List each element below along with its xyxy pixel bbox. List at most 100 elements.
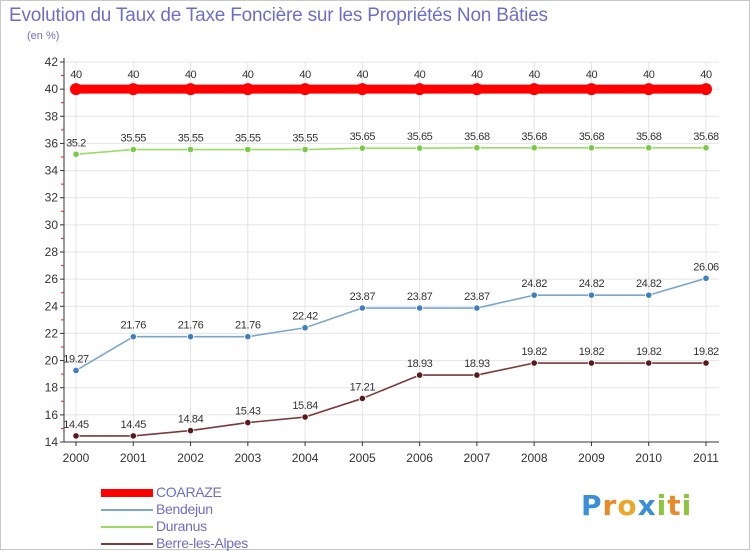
data-point bbox=[585, 83, 598, 96]
data-point bbox=[186, 333, 195, 341]
y-tick-label: 42 bbox=[45, 55, 59, 69]
chart-title: Evolution du Taux de Taxe Foncière sur l… bbox=[9, 5, 548, 26]
legend-label: Berre-les-Alpes bbox=[156, 535, 248, 551]
data-label: 40 bbox=[643, 69, 655, 81]
data-label: 14.84 bbox=[178, 414, 204, 426]
y-tick-label: 30 bbox=[45, 218, 59, 232]
data-point bbox=[416, 304, 424, 312]
data-label: 40 bbox=[471, 69, 483, 81]
data-point bbox=[587, 144, 596, 152]
x-tick-label: 2003 bbox=[234, 451, 261, 465]
data-point bbox=[528, 83, 541, 96]
data-label: 35.68 bbox=[636, 131, 662, 143]
data-point bbox=[184, 83, 197, 96]
data-label: 35.68 bbox=[521, 131, 547, 143]
x-tick-label: 2009 bbox=[578, 451, 605, 465]
data-label: 14.45 bbox=[63, 419, 89, 431]
y-tick-label: 28 bbox=[45, 245, 59, 259]
data-point bbox=[530, 291, 538, 299]
x-tick-label: 2005 bbox=[349, 451, 376, 465]
x-tick-label: 2008 bbox=[521, 451, 548, 465]
data-point bbox=[413, 83, 426, 96]
data-label: 24.82 bbox=[521, 278, 547, 290]
data-point bbox=[702, 274, 710, 282]
data-label: 19.82 bbox=[521, 346, 547, 358]
logo-letter: t bbox=[667, 489, 682, 522]
data-label: 22.42 bbox=[292, 311, 318, 323]
data-label: 40 bbox=[70, 69, 82, 81]
data-point bbox=[530, 359, 538, 367]
data-label: 21.76 bbox=[235, 320, 261, 332]
data-label: 19.82 bbox=[693, 346, 719, 358]
data-point bbox=[473, 304, 481, 312]
data-label: 35.55 bbox=[121, 133, 147, 145]
y-tick-label: 22 bbox=[45, 326, 59, 340]
legend-label: Duranus bbox=[156, 518, 207, 534]
data-point bbox=[186, 145, 195, 154]
y-tick-label: 32 bbox=[45, 191, 59, 205]
data-point bbox=[470, 83, 483, 96]
line-chart: 14 16 18 20 22 24 26 28 30 32 34 36 38 40 42 2000 2001 20… bbox=[45, 55, 720, 465]
data-point bbox=[299, 83, 312, 96]
data-point bbox=[129, 333, 137, 341]
data-point bbox=[129, 145, 137, 154]
data-label: 35.55 bbox=[178, 133, 204, 145]
legend-swatch bbox=[101, 526, 153, 528]
data-point bbox=[301, 145, 309, 154]
data-point bbox=[645, 359, 653, 367]
data-label: 40 bbox=[586, 69, 598, 81]
legend-label: Bendejun bbox=[156, 501, 213, 517]
series-line-bendejun bbox=[75, 277, 707, 372]
data-label: 35.2 bbox=[66, 137, 86, 149]
x-tick-label: 2000 bbox=[63, 451, 90, 465]
legend-label: COARAZE bbox=[156, 484, 222, 500]
data-point bbox=[186, 426, 195, 435]
data-label: 35.65 bbox=[350, 131, 376, 143]
data-point bbox=[244, 418, 252, 427]
data-point bbox=[702, 359, 710, 367]
data-point bbox=[358, 394, 366, 403]
data-point bbox=[416, 144, 424, 152]
data-label: 19.82 bbox=[636, 346, 662, 358]
data-label: 14.45 bbox=[121, 419, 147, 431]
logo-letter: r bbox=[602, 489, 618, 522]
x-tick-label: 2002 bbox=[177, 451, 204, 465]
x-tick-label: 2007 bbox=[464, 451, 491, 465]
data-label: 35.68 bbox=[464, 131, 490, 143]
data-point bbox=[129, 432, 137, 440]
data-label: 21.76 bbox=[178, 320, 204, 332]
data-label: 40 bbox=[414, 69, 426, 81]
data-label: 35.55 bbox=[235, 133, 261, 145]
data-point bbox=[72, 366, 80, 375]
y-tick-label: 26 bbox=[45, 272, 59, 286]
data-point bbox=[700, 83, 712, 96]
data-label: 40 bbox=[242, 69, 254, 81]
data-point bbox=[358, 304, 366, 312]
data-point bbox=[416, 371, 424, 379]
x-tick-label: 2010 bbox=[635, 451, 662, 465]
logo-letter: i bbox=[656, 489, 668, 522]
data-point bbox=[358, 144, 366, 152]
data-point bbox=[241, 83, 254, 96]
data-point bbox=[587, 291, 596, 299]
data-label: 19.82 bbox=[579, 346, 605, 358]
data-label: 35.68 bbox=[693, 131, 719, 143]
data-label: 15.84 bbox=[292, 400, 318, 412]
data-point bbox=[127, 83, 140, 96]
data-label: 18.93 bbox=[464, 358, 490, 370]
data-point bbox=[587, 359, 596, 367]
data-point bbox=[473, 371, 481, 379]
x-tick-label: 2001 bbox=[120, 451, 147, 465]
data-label: 24.82 bbox=[636, 278, 662, 290]
x-tick-label: 2011 bbox=[693, 451, 719, 465]
proxiti-logo: Proxiti bbox=[581, 489, 692, 522]
data-label: 18.93 bbox=[407, 358, 433, 370]
data-label: 23.87 bbox=[464, 291, 490, 303]
data-label: 40 bbox=[700, 69, 712, 81]
data-point bbox=[72, 150, 80, 158]
logo-letter: x bbox=[637, 489, 657, 522]
data-point bbox=[530, 144, 538, 152]
data-point bbox=[244, 333, 252, 341]
data-label: 40 bbox=[185, 69, 197, 81]
